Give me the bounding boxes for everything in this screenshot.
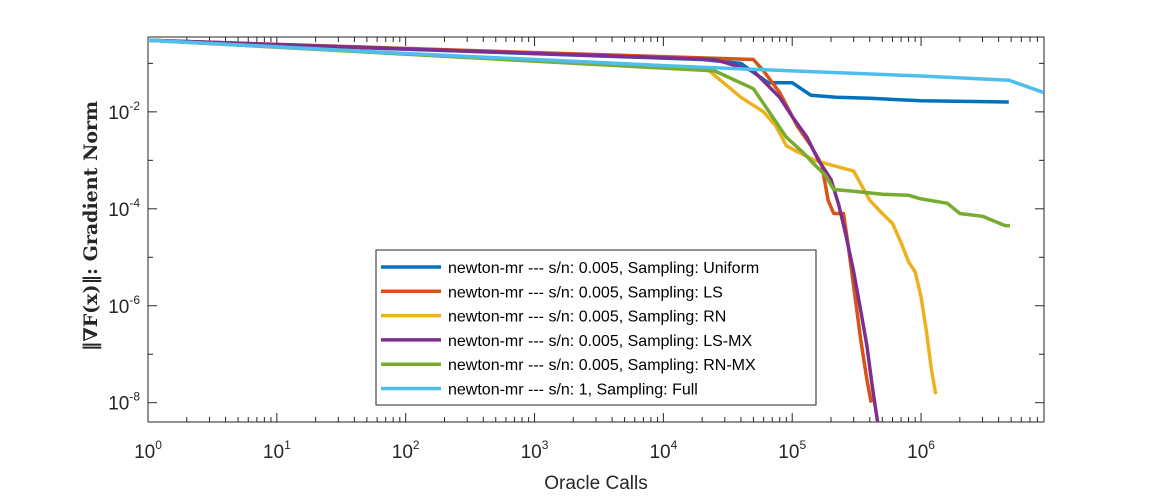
y-tick-label: 10-8 [108,390,140,415]
x-tick-label: 101 [263,438,291,463]
legend: newton-mr --- s/n: 0.005, Sampling: Unif… [375,249,817,406]
x-tick-label: 105 [778,438,806,463]
y-tick-label: 10-2 [108,99,140,124]
x-tick-label: 100 [134,438,162,463]
series-line-2 [148,38,873,404]
major-ticks [147,37,1044,422]
y-tick-labels: 10-8 10-6 10-4 10-2 [108,99,140,415]
legend-label-1: newton-mr --- s/n: 0.005, Sampling: Unif… [448,260,759,277]
x-tick-label: 103 [521,438,549,463]
series-line-5 [148,38,1010,228]
y-axis-title: ‖∇F(x)‖: Gradient Norm [80,101,102,351]
x-tick-labels: 100 101 102 103 104 105 106 [134,438,935,463]
series-line-6 [148,38,1044,95]
legend-label-3: newton-mr --- s/n: 0.005, Sampling: RN [448,309,726,326]
minor-ticks [148,37,1044,422]
legend-label-4: newton-mr --- s/n: 0.005, Sampling: LS-M… [448,333,752,350]
x-tick-label: 104 [649,438,677,463]
y-tick-label: 10-6 [108,293,140,318]
x-tick-label: 102 [392,438,420,463]
y-tick-label: 10-4 [108,196,140,221]
legend-box [375,249,817,406]
x-tick-label: 106 [907,438,935,463]
series-layer [148,38,1044,422]
x-axis-title: Oracle Calls [544,473,647,494]
legend-label-5: newton-mr --- s/n: 0.005, Sampling: RN-M… [448,357,756,374]
legend-label-6: newton-mr --- s/n: 1, Sampling: Full [448,382,698,399]
series-line-4 [148,38,880,422]
legend-label-2: newton-mr --- s/n: 0.005, Sampling: LS [448,284,723,301]
series-line-3 [148,38,938,395]
